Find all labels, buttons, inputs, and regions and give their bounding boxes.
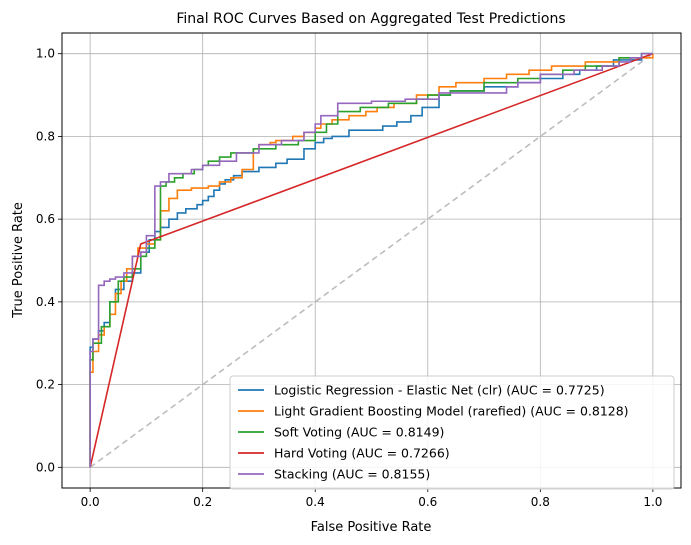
grid-lines xyxy=(62,33,681,488)
legend: Logistic Regression - Elastic Net (clr) … xyxy=(229,375,675,490)
x-tick-label: 0.4 xyxy=(306,495,325,509)
legend-label-1: Light Gradient Boosting Model (rarefied)… xyxy=(274,404,629,419)
series-line-4 xyxy=(89,52,653,468)
legend-label-2: Soft Voting (AUC = 0.8149) xyxy=(274,425,444,440)
x-axis-label: False Positive Rate xyxy=(311,520,432,535)
roc-series xyxy=(89,52,654,468)
series-line-3 xyxy=(89,52,654,468)
legend-box xyxy=(229,375,675,490)
y-tick-label: 0.6 xyxy=(36,212,55,226)
chart-title: Final ROC Curves Based on Aggregated Tes… xyxy=(176,11,565,27)
x-tick-label: 0.8 xyxy=(531,495,550,509)
legend-label-3: Hard Voting (AUC = 0.7266) xyxy=(274,446,450,461)
y-tick-label: 0.8 xyxy=(36,129,55,143)
x-tick-label: 0.2 xyxy=(193,495,212,509)
x-tick-label: 1.0 xyxy=(643,495,662,509)
x-tick-label: 0.0 xyxy=(81,495,100,509)
y-tick-label: 0.0 xyxy=(36,460,55,474)
y-tick-label: 0.2 xyxy=(36,378,55,392)
chance-line xyxy=(89,53,654,468)
chance-diagonal-line xyxy=(89,53,654,468)
legend-label-0: Logistic Regression - Elastic Net (clr) … xyxy=(274,383,605,398)
x-tick-label: 0.6 xyxy=(418,495,437,509)
y-tick-label: 0.4 xyxy=(36,295,55,309)
y-axis-label: True Positive Rate xyxy=(11,202,26,319)
y-tick-label: 1.0 xyxy=(36,47,55,61)
legend-label-4: Stacking (AUC = 0.8155) xyxy=(274,467,430,482)
series-line-2 xyxy=(89,52,653,468)
